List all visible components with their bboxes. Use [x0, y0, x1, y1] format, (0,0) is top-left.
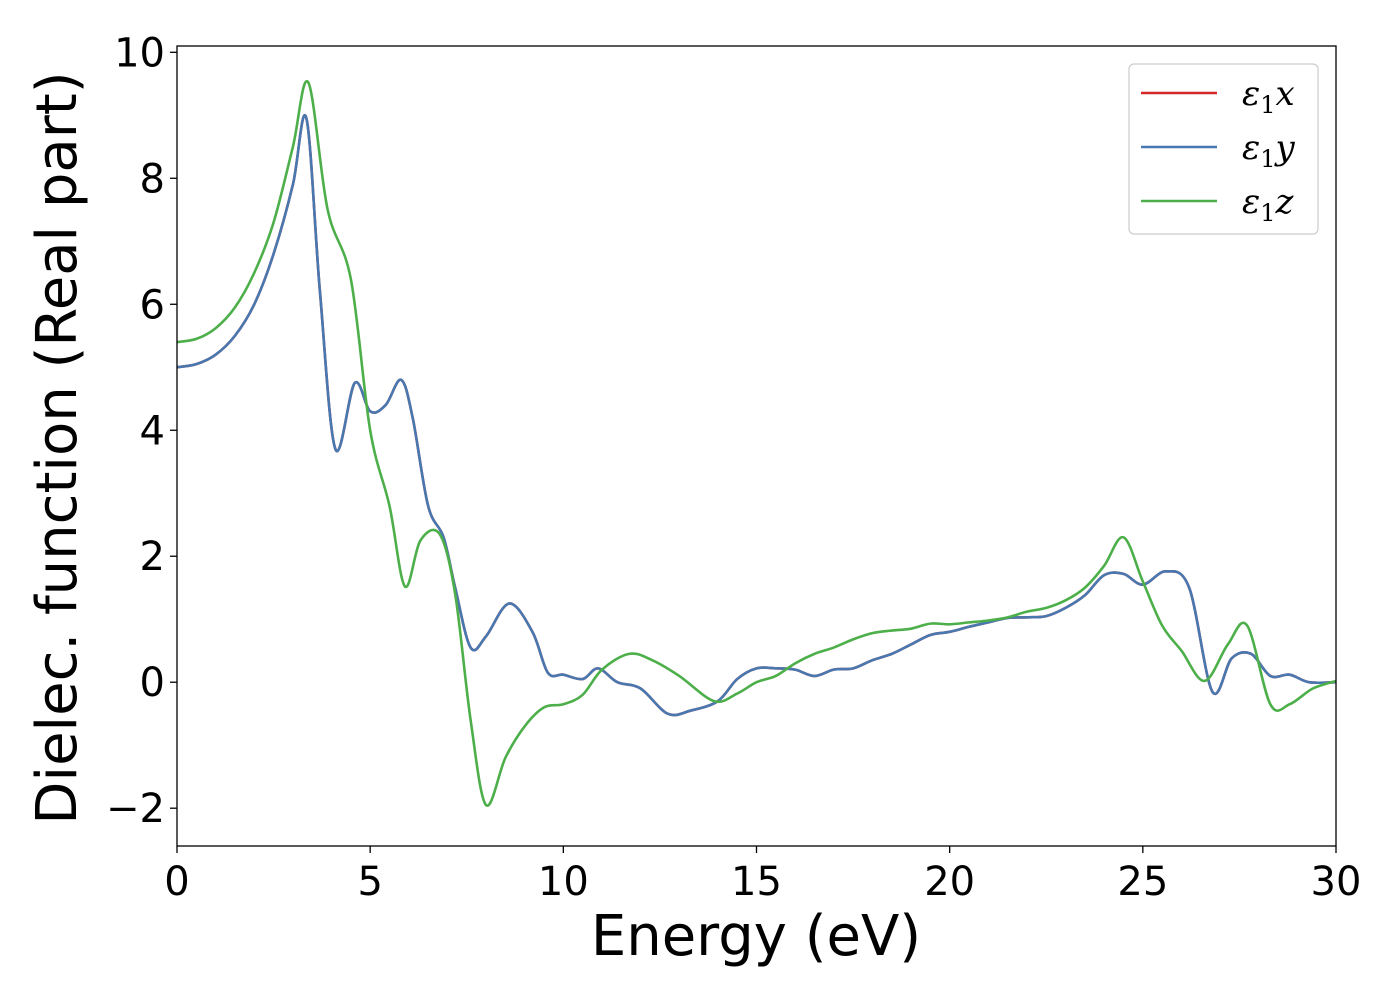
y-tick-label: 6: [140, 282, 165, 328]
y-tick-label: 4: [140, 408, 165, 454]
y-tick-label: 8: [140, 156, 165, 202]
y-tick-label: 10: [114, 30, 165, 76]
ticks-layer: 0 5 10 15 20 25 30 −2 0 2 4 6 8 10: [106, 30, 1361, 905]
series-layer: [176, 79, 1337, 807]
legend-box: [1128, 63, 1319, 235]
series-line-epsilon1-z: [176, 79, 1337, 807]
x-tick-label: 15: [731, 859, 782, 905]
x-tick-label: 25: [1117, 859, 1168, 905]
x-axis-label: Energy (eV): [591, 904, 921, 969]
legend: ε1x ε1y ε1z: [1128, 63, 1319, 235]
y-tick-label: 0: [140, 660, 165, 706]
x-tick-label: 0: [164, 859, 189, 905]
x-tick-label: 20: [924, 859, 975, 905]
x-tick-label: 30: [1311, 859, 1362, 905]
legend-label-x: ε1x: [1242, 74, 1295, 119]
y-tick-label: −2: [106, 786, 165, 832]
x-tick-label: 5: [357, 859, 382, 905]
y-tick-label: 2: [140, 534, 165, 580]
legend-label-y: ε1y: [1242, 128, 1296, 173]
x-tick-label: 10: [538, 859, 589, 905]
series-line-epsilon1-y: [176, 114, 1337, 717]
legend-label-z: ε1z: [1242, 182, 1295, 227]
y-axis-label: Dielec. function (Real part): [25, 71, 90, 824]
